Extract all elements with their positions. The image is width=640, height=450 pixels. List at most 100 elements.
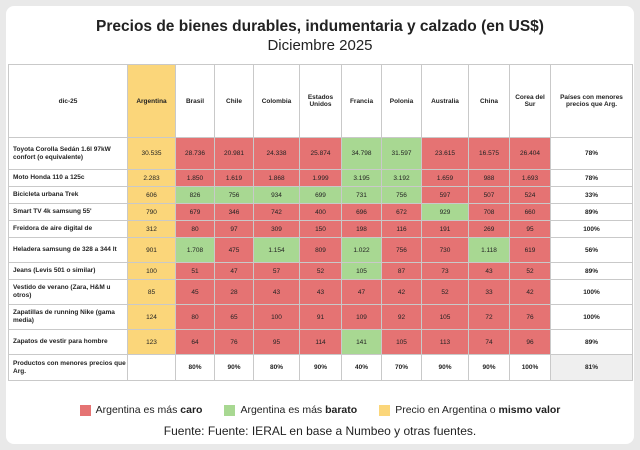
legend-text-mismo: Precio en Argentina o mismo valor: [395, 404, 561, 416]
price-cell: 756: [381, 186, 422, 204]
row-label: Freidora de aire digital de: [8, 220, 128, 238]
price-cell: 34.798: [341, 137, 382, 170]
argentina-price: 85: [127, 279, 176, 305]
argentina-price: 30.535: [127, 137, 176, 170]
price-cell: 87: [381, 262, 422, 280]
row-pct: 89%: [550, 329, 633, 355]
price-cell: 23.615: [421, 137, 469, 170]
price-cell: 51: [175, 262, 215, 280]
price-cell: 1.868: [253, 169, 300, 187]
table-row: Jeans (Levis 501 o similar) 100 51 47 57 52 10…: [8, 262, 633, 280]
footer-total: 81%: [550, 354, 633, 381]
table-row: Zapatillas de running Nike (gama media) 1…: [8, 304, 633, 330]
price-cell: 141: [341, 329, 382, 355]
row-pct: 100%: [550, 279, 633, 305]
price-cell: 742: [253, 203, 300, 221]
price-cell: 97: [214, 220, 254, 238]
source-note: Fuente: Fuente: IERAL en base a Numbeo y…: [163, 424, 477, 438]
legend-text-caro: Argentina es más caro: [95, 404, 203, 416]
price-cell: 1.619: [214, 169, 254, 187]
price-cell: 47: [341, 279, 382, 305]
argentina-price: 124: [127, 304, 176, 330]
row-label: Zapatillas de running Nike (gama media): [8, 304, 128, 330]
price-cell: 400: [299, 203, 342, 221]
argentina-price: 606: [127, 186, 176, 204]
table-row: Vestido de verano (Zara, H&M u otros) 85 4…: [8, 279, 633, 305]
price-cell: 95: [253, 329, 300, 355]
price-cell: 16.575: [468, 137, 510, 170]
price-cell: 105: [341, 262, 382, 280]
legend: Argentina es más caro Argentina es más b…: [6, 404, 634, 416]
price-cell: 105: [421, 304, 469, 330]
price-cell: 116: [381, 220, 422, 238]
row-pct: 78%: [550, 137, 633, 170]
header-corner: dic-25: [8, 64, 128, 138]
price-cell: 730: [421, 237, 469, 263]
legend-swatch-mismo: [379, 404, 391, 416]
price-cell: 524: [509, 186, 551, 204]
price-cell: 934: [253, 186, 300, 204]
price-cell: 43: [253, 279, 300, 305]
price-cell: 696: [341, 203, 382, 221]
price-cell: 109: [341, 304, 382, 330]
legend-swatch-caro: [79, 404, 91, 416]
price-cell: 28: [214, 279, 254, 305]
price-cell: 198: [341, 220, 382, 238]
price-cell: 826: [175, 186, 215, 204]
row-label: Moto Honda 110 a 125c: [8, 169, 128, 187]
price-cell: 679: [175, 203, 215, 221]
price-cell: 3.195: [341, 169, 382, 187]
table-row: Moto Honda 110 a 125c 2.283 1.850 1.619 1.86…: [8, 169, 633, 187]
page-subtitle: Diciembre 2025: [267, 37, 373, 54]
price-cell: 91: [299, 304, 342, 330]
price-cell: 708: [468, 203, 510, 221]
price-cell: 1.118: [468, 237, 510, 263]
price-cell: 191: [421, 220, 469, 238]
table-row: Heladera samsung de 328 a 344 lt 901 1.708…: [8, 237, 633, 263]
footer-pct: 90%: [299, 354, 342, 381]
price-cell: 52: [509, 262, 551, 280]
price-cell: 80: [175, 304, 215, 330]
price-cell: 269: [468, 220, 510, 238]
row-pct: 100%: [550, 304, 633, 330]
legend-text-barato: Argentina es más barato: [240, 404, 358, 416]
header-country: Estados Unidos: [299, 64, 342, 138]
price-cell: 988: [468, 169, 510, 187]
legend-item-mismo: Precio en Argentina o mismo valor: [379, 404, 560, 416]
row-label: Vestido de verano (Zara, H&M u otros): [8, 279, 128, 305]
row-pct: 100%: [550, 220, 633, 238]
footer-pct: 40%: [341, 354, 382, 381]
table-row: Zapatos de vestir para hombre 123 64 76 95 11…: [8, 329, 633, 355]
price-cell: 80: [175, 220, 215, 238]
price-cell: 57: [253, 262, 300, 280]
row-pct: 89%: [550, 262, 633, 280]
price-cell: 699: [299, 186, 342, 204]
argentina-price: 100: [127, 262, 176, 280]
price-cell: 33: [468, 279, 510, 305]
price-cell: 1.693: [509, 169, 551, 187]
price-cell: 1.022: [341, 237, 382, 263]
price-cell: 96: [509, 329, 551, 355]
price-cell: 1.708: [175, 237, 215, 263]
footer-label: Productos con menores precios que Arg.: [8, 354, 128, 381]
price-cell: 1.999: [299, 169, 342, 187]
price-cell: 24.338: [253, 137, 300, 170]
price-cell: 475: [214, 237, 254, 263]
row-pct: 33%: [550, 186, 633, 204]
price-cell: 100: [253, 304, 300, 330]
header-country: Australia: [421, 64, 469, 138]
row-pct: 89%: [550, 203, 633, 221]
header-pct-label: Países con menores precios que Arg.: [550, 64, 633, 138]
chart-card: Precios de bienes durables, indumentaria…: [6, 6, 634, 444]
price-cell: 45: [175, 279, 215, 305]
price-cell: 20.981: [214, 137, 254, 170]
footer-pct: 90%: [421, 354, 469, 381]
price-cell: 26.404: [509, 137, 551, 170]
price-cell: 1.659: [421, 169, 469, 187]
price-cell: 52: [299, 262, 342, 280]
price-cell: 756: [381, 237, 422, 263]
table-row: Bicicleta urbana Trek 606 826 756 934 699 731 7…: [8, 186, 633, 204]
price-cell: 92: [381, 304, 422, 330]
price-cell: 95: [509, 220, 551, 238]
price-cell: 47: [214, 262, 254, 280]
